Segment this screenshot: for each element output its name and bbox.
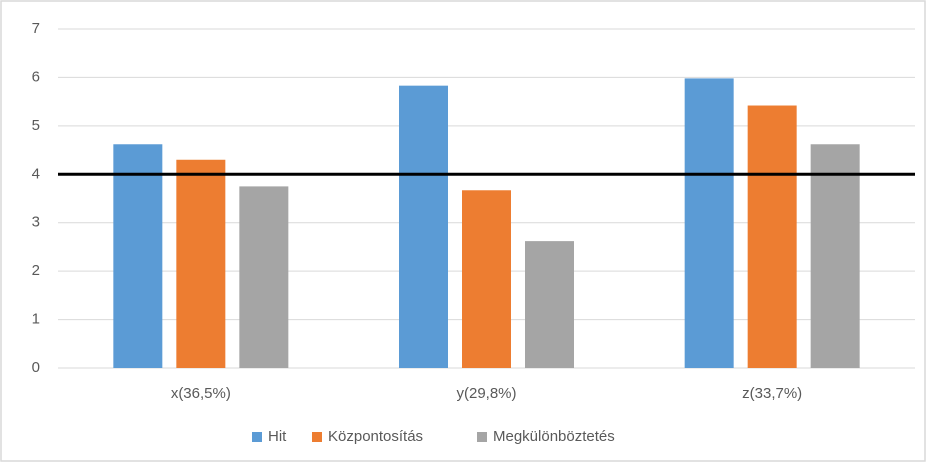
bar — [113, 144, 163, 368]
legend-swatch — [252, 432, 262, 442]
y-tick-label: 3 — [32, 214, 40, 231]
y-tick-label: 4 — [32, 165, 40, 182]
legend-label: Megkülönböztetés — [493, 428, 615, 445]
bar — [684, 78, 734, 368]
bar — [399, 85, 448, 368]
y-tick-label: 6 — [32, 68, 40, 85]
y-tick-label: 2 — [32, 262, 40, 279]
bar — [525, 241, 574, 368]
bar — [239, 186, 289, 368]
y-tick-label: 0 — [32, 359, 40, 376]
bar — [810, 144, 860, 368]
legend-swatch — [477, 432, 487, 442]
x-tick-label: z(33,7%) — [742, 385, 802, 402]
y-tick-label: 5 — [32, 117, 40, 134]
legend-label: Hit — [268, 428, 287, 445]
bar — [176, 159, 226, 368]
bar — [747, 105, 797, 368]
legend-swatch — [312, 432, 322, 442]
legend-label: Központosítás — [328, 428, 423, 445]
bar — [462, 190, 511, 368]
y-tick-label: 7 — [32, 20, 40, 37]
x-tick-label: x(36,5%) — [171, 385, 231, 402]
x-tick-label: y(29,8%) — [456, 385, 516, 402]
y-tick-label: 1 — [32, 311, 40, 328]
